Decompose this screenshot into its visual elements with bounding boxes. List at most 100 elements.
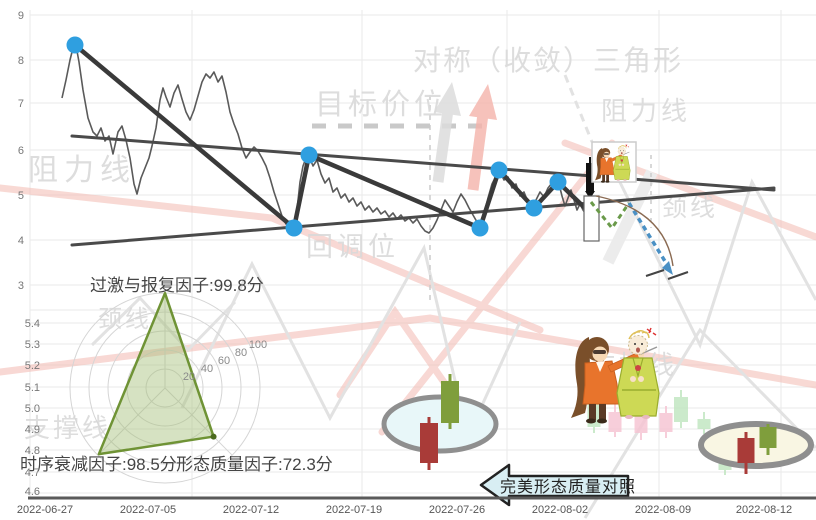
radar-spoke	[164, 387, 233, 456]
radar-spoke	[97, 387, 166, 456]
pivot-dot	[66, 36, 84, 54]
factor-overreaction: 过激与报复因子:99.8分	[90, 276, 264, 295]
y-tick: 5	[18, 190, 24, 202]
watermark-gray-zigzag	[90, 295, 237, 353]
ghost-candle	[674, 390, 688, 428]
radar-ring-label: 80	[235, 347, 247, 359]
price-annotations	[595, 195, 689, 280]
pink-up-arrow	[467, 84, 497, 191]
ghost-candle	[697, 412, 711, 434]
y-tick: 5.3	[25, 339, 40, 351]
watermark-neckline-right: 颈线	[662, 194, 718, 222]
watermark-neckline-bottom-left: 颈线	[98, 306, 152, 333]
x-date-label: 2022-07-05	[120, 504, 176, 516]
anger-mark	[646, 327, 657, 336]
pivot-dot	[490, 161, 508, 179]
x-date-label: 2022-08-02	[532, 504, 588, 516]
callout-arrow: 完美形态质量对照	[479, 463, 636, 507]
y-tick: 3	[18, 280, 24, 292]
radar-ring-label: 60	[218, 355, 230, 367]
y-tick: 4.8	[25, 445, 40, 457]
right-character-hand	[630, 376, 636, 382]
right-character-foot	[642, 415, 650, 419]
watermark-gray-zigzag	[608, 161, 816, 350]
candle-body	[441, 381, 459, 423]
y-tick: 6	[18, 145, 24, 157]
watermark-support-bottom-left: 支撑线	[24, 413, 111, 443]
factor-shape-quality: 形态质量因子:72.3分	[176, 455, 333, 474]
candle-body	[697, 419, 711, 429]
watermark-resistance-right: 阻力线	[601, 96, 691, 126]
right-character-eye	[634, 343, 636, 345]
cartoon-characters	[571, 327, 660, 424]
radar-vertex-dot	[210, 433, 217, 440]
candle-body	[420, 423, 438, 463]
character-frame	[591, 141, 637, 183]
y-tick: 9	[18, 10, 24, 22]
x-date-label: 2022-07-19	[326, 504, 382, 516]
watermark-pink-line	[378, 139, 616, 436]
pivot-dot	[285, 219, 303, 237]
radar-chart	[69, 291, 261, 484]
y-tick: 8	[18, 55, 24, 67]
ghost-candle	[608, 404, 622, 437]
left-character-glasses	[593, 350, 606, 354]
pivot-dot	[549, 173, 567, 191]
watermark-gray-zigzag	[583, 327, 816, 519]
callout-label: 完美形态质量对照	[500, 478, 636, 496]
watermark-pullback: 回调位	[306, 232, 399, 262]
y-tick: 7	[18, 98, 24, 110]
x-date-label: 2022-07-26	[429, 504, 485, 516]
right-character-foot	[625, 415, 633, 419]
left-character-leg	[589, 404, 596, 420]
pivot-dot	[471, 219, 489, 237]
right-character-collar	[632, 357, 644, 379]
x-date-label: 2022-08-12	[736, 504, 792, 516]
right-character-hand	[638, 376, 644, 382]
left-character-scarf	[596, 361, 605, 372]
watermark-pink-line	[0, 314, 816, 389]
ghost-candle	[659, 406, 673, 438]
candlestick	[737, 432, 755, 474]
y-tick: 4	[18, 235, 24, 247]
candlestick	[441, 374, 459, 429]
x-date-label: 2022-06-27	[17, 504, 73, 516]
watermark-triangle-title: 对称（收敛）三角形	[413, 45, 683, 76]
right-character-eye	[641, 343, 643, 345]
radar-polygon	[97, 291, 215, 456]
marker-candle-body	[586, 163, 594, 191]
right-character-hair	[628, 330, 650, 340]
forecast-green-dashed	[589, 201, 631, 231]
y-tick: 5.0	[25, 403, 40, 415]
watermark-pink-line	[0, 184, 544, 334]
y-tick: 4.7	[25, 467, 40, 479]
left-character-leg	[599, 404, 606, 420]
highlight-ellipse	[381, 394, 499, 454]
projection-curve	[595, 195, 674, 267]
radar-ring-label: 40	[201, 363, 213, 375]
candle-body	[759, 427, 777, 448]
left-character-shoe	[597, 418, 607, 424]
x-date-label: 2022-08-09	[635, 504, 691, 516]
candle-body	[718, 461, 732, 470]
y-tick: 5.4	[25, 318, 40, 330]
forecast-blue-dashed	[627, 202, 673, 272]
trendline-upper	[70, 134, 776, 192]
right-character-bow	[635, 365, 641, 371]
watermark-gray-swoosh	[602, 169, 658, 265]
forecast-arrowhead	[662, 261, 673, 275]
right-character-mouth	[636, 347, 640, 353]
right-character-robe	[616, 357, 660, 417]
right-character-head	[628, 335, 648, 355]
candle-body	[608, 412, 622, 432]
price-chart-layer	[61, 36, 776, 275]
trendline-lower	[70, 186, 776, 247]
gray-up-arrow	[432, 82, 461, 183]
y-tick: 5.1	[25, 382, 40, 394]
pivot-dot	[300, 146, 318, 164]
y-tick: 5.2	[25, 360, 40, 372]
radar-ring-label: 100	[249, 339, 267, 351]
marker-down-arrow	[585, 191, 595, 199]
